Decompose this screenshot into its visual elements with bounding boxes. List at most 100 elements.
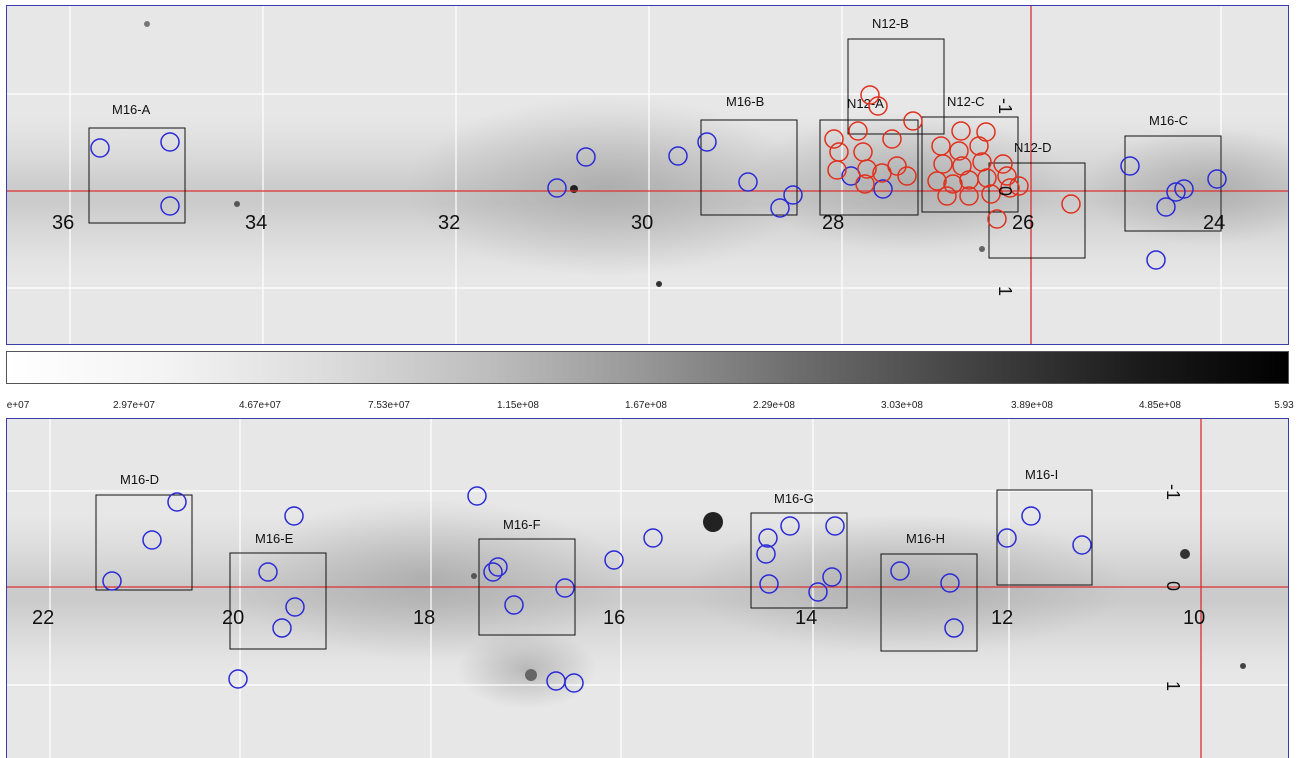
source-marker[interactable]	[949, 141, 969, 161]
source-marker[interactable]	[997, 166, 1017, 186]
region-box-n12-d[interactable]	[988, 162, 1086, 259]
region-box-n12-a[interactable]	[819, 119, 919, 216]
source-marker[interactable]	[783, 185, 803, 205]
source-marker[interactable]	[160, 196, 180, 216]
source-marker[interactable]	[668, 146, 688, 166]
source-marker[interactable]	[987, 209, 1007, 229]
source-marker[interactable]	[738, 172, 758, 192]
coordinate-grid	[7, 6, 1288, 344]
source-marker[interactable]	[940, 573, 960, 593]
source-marker[interactable]	[1166, 182, 1186, 202]
source-marker[interactable]	[903, 111, 923, 131]
region-box-m16-c[interactable]	[1124, 135, 1222, 232]
source-marker[interactable]	[564, 673, 584, 693]
source-marker[interactable]	[160, 132, 180, 152]
source-marker[interactable]	[285, 597, 305, 617]
source-marker[interactable]	[759, 574, 779, 594]
lon-label: 18	[413, 607, 435, 629]
region-box-m16-h[interactable]	[880, 553, 978, 652]
source-marker[interactable]	[142, 530, 162, 550]
source-marker[interactable]	[981, 184, 1001, 204]
colorbar-tick-labels: e+07 2.97e+07 4.67e+07 7.53e+07 1.15e+08…	[0, 400, 1302, 414]
source-marker[interactable]	[488, 557, 508, 577]
lat-label: 1	[1163, 681, 1183, 691]
source-marker[interactable]	[959, 186, 979, 206]
source-marker[interactable]	[697, 132, 717, 152]
colorbar-tick: 1.67e+08	[625, 400, 667, 411]
source-marker[interactable]	[1207, 169, 1227, 189]
source-marker[interactable]	[758, 528, 778, 548]
source-marker[interactable]	[643, 528, 663, 548]
source-marker[interactable]	[822, 567, 842, 587]
source-marker[interactable]	[825, 516, 845, 536]
region-box-m16-a[interactable]	[88, 127, 186, 224]
source-marker[interactable]	[937, 186, 957, 206]
source-marker[interactable]	[969, 136, 989, 156]
source-marker[interactable]	[467, 486, 487, 506]
source-marker[interactable]	[1174, 179, 1194, 199]
source-marker[interactable]	[857, 159, 877, 179]
source-marker[interactable]	[824, 129, 844, 149]
source-marker[interactable]	[897, 166, 917, 186]
source-marker[interactable]	[808, 582, 828, 602]
source-marker[interactable]	[944, 618, 964, 638]
source-marker[interactable]	[1009, 176, 1029, 196]
source-marker[interactable]	[284, 506, 304, 526]
source-marker[interactable]	[258, 562, 278, 582]
region-box-n12-c[interactable]	[921, 116, 1019, 213]
region-box-m16-f[interactable]	[478, 538, 576, 636]
source-marker[interactable]	[860, 85, 880, 105]
source-marker[interactable]	[1146, 250, 1166, 270]
source-marker[interactable]	[855, 174, 875, 194]
region-label-n12-c: N12-C	[947, 94, 985, 109]
source-marker[interactable]	[890, 561, 910, 581]
source-marker[interactable]	[993, 154, 1013, 174]
source-marker[interactable]	[555, 578, 575, 598]
region-box-m16-b[interactable]	[700, 119, 798, 216]
source-marker[interactable]	[827, 160, 847, 180]
region-box-m16-i[interactable]	[996, 489, 1093, 586]
colorbar-tick: 4.67e+07	[239, 400, 281, 411]
lon-label: 22	[32, 607, 54, 629]
point-source	[1180, 549, 1190, 559]
source-marker[interactable]	[887, 156, 907, 176]
point-source	[656, 281, 662, 287]
source-marker[interactable]	[770, 198, 790, 218]
source-marker[interactable]	[1061, 194, 1081, 214]
source-marker[interactable]	[547, 178, 567, 198]
source-marker[interactable]	[102, 571, 122, 591]
source-marker[interactable]	[167, 492, 187, 512]
source-marker[interactable]	[977, 168, 997, 188]
source-marker[interactable]	[228, 669, 248, 689]
source-marker[interactable]	[576, 147, 596, 167]
source-marker[interactable]	[868, 96, 888, 116]
source-marker[interactable]	[1120, 156, 1140, 176]
source-marker[interactable]	[951, 121, 971, 141]
source-marker[interactable]	[933, 154, 953, 174]
region-label-m16-g: M16-G	[774, 491, 814, 506]
source-marker[interactable]	[943, 174, 963, 194]
source-marker[interactable]	[483, 562, 503, 582]
source-marker[interactable]	[1021, 506, 1041, 526]
lon-label: 12	[991, 607, 1013, 629]
source-marker[interactable]	[873, 179, 893, 199]
region-box-n12-b[interactable]	[847, 38, 945, 135]
source-marker[interactable]	[90, 138, 110, 158]
region-box-m16-g[interactable]	[750, 512, 848, 609]
source-marker[interactable]	[756, 544, 776, 564]
source-marker[interactable]	[780, 516, 800, 536]
source-marker[interactable]	[1072, 535, 1092, 555]
source-marker[interactable]	[604, 550, 624, 570]
region-box-m16-d[interactable]	[95, 494, 193, 591]
source-marker[interactable]	[1156, 197, 1176, 217]
source-marker[interactable]	[504, 595, 524, 615]
source-marker[interactable]	[997, 528, 1017, 548]
region-box-m16-e[interactable]	[229, 552, 327, 650]
source-marker[interactable]	[848, 121, 868, 141]
source-marker[interactable]	[882, 129, 902, 149]
lon-label: 16	[603, 607, 625, 629]
source-marker[interactable]	[927, 171, 947, 191]
lat-label: 0	[995, 186, 1015, 196]
source-marker[interactable]	[272, 618, 292, 638]
source-marker[interactable]	[1000, 178, 1020, 198]
